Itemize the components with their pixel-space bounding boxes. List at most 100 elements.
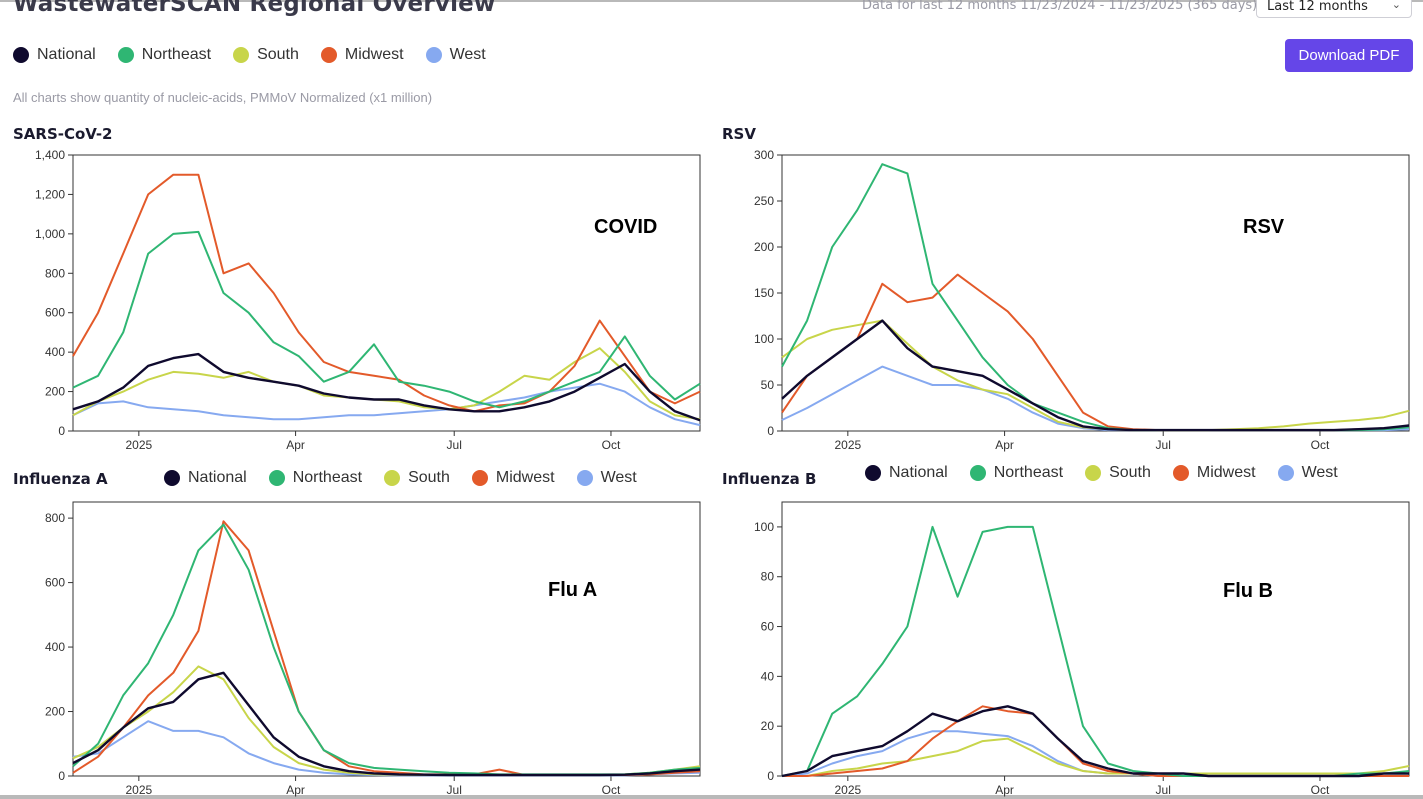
series-line-national: [781, 319, 1410, 432]
legend-flu-a-item-northeast[interactable]: Northeast: [268, 469, 362, 487]
chart-flu-b: 0 20 40 60 80 100 2025 Apr Jul Oct Flu B: [754, 501, 1410, 797]
series-line-west: [72, 382, 701, 427]
legend-dot-icon: [233, 47, 250, 63]
legend-flu-a-item-national[interactable]: National: [164, 469, 247, 487]
series-line-south: [782, 737, 1410, 777]
x-tick-label: Jul: [447, 438, 462, 452]
legend-flu-b-item-midwest[interactable]: Midwest: [1172, 464, 1256, 482]
legend-flu-a-item-midwest[interactable]: Midwest: [471, 469, 555, 487]
legend-flu-a: National Northeast South Midwest West: [164, 469, 659, 487]
legend-top-item-midwest[interactable]: Midwest: [320, 46, 404, 64]
legend-label: West: [1301, 464, 1338, 481]
y-tick-label: 100: [754, 520, 774, 534]
legend-label: West: [449, 46, 486, 63]
chart-title-covid: SARS-CoV-2: [13, 125, 113, 143]
legend-label: National: [37, 46, 96, 63]
y-tick-label: 80: [761, 570, 775, 584]
x-tick-label: Jul: [447, 783, 462, 797]
legend-dot-icon: [576, 470, 593, 486]
y-tick-label: 200: [45, 705, 65, 719]
legend-flu-a-item-west[interactable]: West: [576, 469, 637, 487]
chart-title-flu-a: Influenza A: [13, 470, 108, 488]
series-line-south: [781, 319, 1410, 432]
y-tick-label: 100: [754, 332, 774, 346]
legend-label: Midwest: [495, 469, 555, 486]
legend-label: West: [600, 469, 637, 486]
y-tick-label: 250: [754, 194, 774, 208]
legend-dot-icon: [865, 465, 881, 481]
plot-frame: [72, 501, 701, 777]
legend-dot-icon: [320, 47, 337, 63]
y-tick-label: 1,000: [35, 227, 65, 241]
y-tick-label: 800: [45, 511, 65, 525]
plot-frame: [72, 154, 701, 432]
y-tick-label: 200: [754, 240, 774, 254]
x-tick-label: Apr: [995, 438, 1014, 452]
y-tick-label: 60: [761, 620, 775, 634]
legend-label: South: [1109, 464, 1151, 481]
x-tick-label: 2025: [125, 438, 152, 452]
series-line-west: [72, 720, 701, 777]
date-range-text: Data for last 12 months 11/23/2024 - 11/…: [862, 0, 1258, 13]
y-tick-label: 0: [58, 424, 65, 438]
legend-flu-b-item-west[interactable]: West: [1277, 464, 1338, 482]
y-tick-label: 300: [754, 148, 774, 162]
legend-top-item-national[interactable]: National: [13, 46, 96, 64]
legend-top-item-northeast[interactable]: Northeast: [117, 46, 211, 64]
range-select[interactable]: Last 12 months ⌄: [1256, 0, 1412, 18]
legend-dot-icon: [13, 47, 29, 63]
plot-frame: [781, 154, 1410, 432]
legend-flu-b-item-south[interactable]: South: [1085, 464, 1151, 482]
y-tick-label: 600: [45, 576, 65, 590]
y-tick-label: 400: [45, 345, 65, 359]
x-tick-label: 2025: [834, 438, 861, 452]
download-pdf-button[interactable]: Download PDF: [1285, 39, 1413, 72]
y-tick-label: 150: [754, 286, 774, 300]
y-tick-label: 0: [58, 769, 65, 783]
legend-label: South: [257, 46, 299, 63]
subtitle: All charts show quantity of nucleic-acid…: [13, 90, 433, 105]
x-tick-label: Oct: [602, 438, 621, 452]
legend-flu-a-item-south[interactable]: South: [384, 469, 450, 487]
bottom-border: [0, 795, 1423, 799]
legend-dot-icon: [117, 47, 134, 63]
y-tick-label: 600: [45, 306, 65, 320]
chart-annotation: Flu B: [1223, 580, 1273, 602]
chevron-down-icon: ⌄: [1391, 0, 1401, 11]
legend-label: Midwest: [1196, 464, 1256, 481]
x-tick-label: Jul: [1156, 438, 1171, 452]
y-tick-label: 0: [767, 769, 774, 783]
series-line-midwest: [72, 173, 701, 413]
legend-top-item-south[interactable]: South: [233, 46, 299, 64]
legend-flu-b-item-northeast[interactable]: Northeast: [969, 464, 1063, 482]
x-tick-label: Oct: [1311, 783, 1330, 797]
chart-annotation: Flu A: [548, 579, 597, 601]
plot-frame: [781, 501, 1410, 777]
y-tick-label: 20: [761, 719, 775, 733]
legend-top-item-west[interactable]: West: [425, 46, 486, 64]
legend-label: Midwest: [344, 46, 404, 63]
x-tick-label: Jul: [1156, 783, 1171, 797]
legend-dot-icon: [969, 465, 986, 481]
legend-top: National Northeast South Midwest West: [13, 46, 508, 64]
x-tick-label: Oct: [602, 783, 621, 797]
x-tick-label: Apr: [995, 783, 1014, 797]
top-border: [0, 0, 1423, 2]
y-tick-label: 0: [767, 424, 774, 438]
legend-dot-icon: [1085, 465, 1102, 481]
chart-rsv: 0 50 100 150 200 250 300 2025 Apr Jul Oct RSV: [754, 148, 1410, 452]
y-tick-label: 200: [45, 385, 65, 399]
legend-dot-icon: [1172, 465, 1189, 481]
series-line-national: [72, 671, 701, 777]
y-tick-label: 400: [45, 640, 65, 654]
legend-flu-b-item-national[interactable]: National: [865, 464, 948, 482]
chart-title-rsv: RSV: [722, 125, 756, 143]
series-line-midwest: [781, 273, 1410, 432]
range-select-value: Last 12 months: [1267, 0, 1368, 14]
legend-dot-icon: [268, 470, 285, 486]
chart-title-flu-b: Influenza B: [722, 470, 817, 488]
y-tick-label: 800: [45, 266, 65, 280]
series-line-national: [781, 705, 1409, 778]
series-line-midwest: [72, 520, 701, 776]
legend-label: National: [889, 464, 948, 481]
